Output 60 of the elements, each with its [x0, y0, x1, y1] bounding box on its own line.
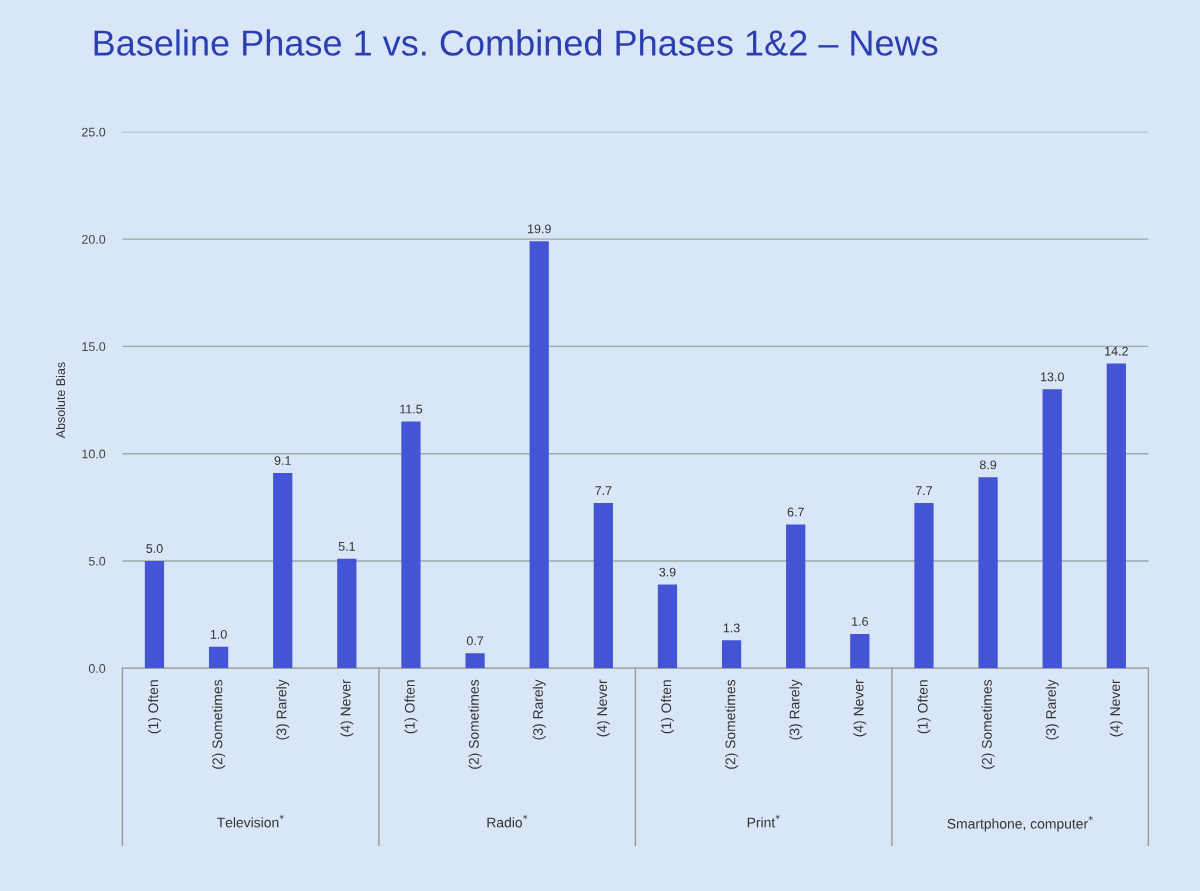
x-tick-label: (1) Often [917, 680, 931, 734]
y-tick-label: 15.0 [82, 342, 106, 352]
data-label: 14.2 [1105, 346, 1128, 356]
data-label: 9.1 [274, 456, 291, 465]
data-label: 5.1 [338, 542, 355, 551]
text: Smartphone, computer$^{*}$ [947, 816, 1093, 832]
x-tick-label: (3) Rarely [276, 679, 290, 740]
data-label: 0.7 [466, 636, 484, 646]
bar [337, 558, 357, 669]
x-tick-label: (3) Rarely [789, 679, 803, 740]
data-label: 3.9 [659, 567, 676, 577]
x-tick-label: (4) Never [596, 679, 610, 737]
x-tick-label: (2) Sometimes [468, 679, 482, 769]
x-tick-label: (2) Sometimes [212, 679, 226, 769]
data-label: 8.9 [979, 460, 997, 470]
chart-title: Baseline Phase 1 vs. Combined Phases 1&2 – News [94, 29, 938, 56]
y-tick-label: 10.0 [82, 449, 106, 459]
y-tick-label: 20.0 [82, 234, 106, 244]
data-label: 5.0 [146, 544, 163, 553]
bar [721, 640, 742, 669]
text: Radio$^{*}$ [487, 814, 528, 828]
text: Television$^{*}$ [217, 814, 284, 828]
bar [208, 646, 229, 669]
data-label: 6.7 [787, 507, 804, 517]
data-label: 1.6 [852, 617, 868, 626]
data-label: 13.0 [1041, 372, 1064, 382]
text: Print$^{*}$ [747, 814, 780, 828]
bar [529, 241, 549, 669]
bar [786, 524, 806, 669]
x-tick-label: (3) Rarely [1045, 679, 1059, 740]
bar [1042, 389, 1062, 669]
data-label: 7.7 [595, 486, 612, 495]
y-tick-label: 5.0 [88, 556, 106, 566]
bar [914, 503, 934, 669]
bar [1106, 363, 1126, 669]
x-tick-label: (4) Never [340, 679, 354, 737]
bar [401, 421, 421, 669]
x-tick-label: (3) Rarely [532, 679, 546, 740]
x-tick-label: (2) Sometimes [981, 679, 995, 769]
bar [657, 584, 678, 669]
data-label: 11.5 [400, 404, 423, 414]
x-tick-label: (4) Never [853, 679, 867, 737]
y-tick-label: 0.0 [88, 664, 106, 673]
x-tick-label: (2) Sometimes [725, 679, 739, 769]
x-tick-label: (4) Never [1109, 679, 1123, 737]
bar [978, 477, 998, 669]
bar [465, 653, 485, 669]
data-label: 19.9 [528, 224, 551, 234]
x-tick-label: (1) Often [147, 680, 161, 734]
bar [144, 560, 165, 669]
bar [850, 633, 870, 669]
y-axis-title: Absolute Bias [55, 362, 66, 439]
y-tick-label: 25.0 [82, 127, 106, 137]
bar [593, 503, 613, 669]
bar [273, 473, 293, 669]
data-label: 1.3 [723, 623, 740, 633]
x-tick-label: (1) Often [404, 680, 418, 734]
data-label: 7.7 [915, 486, 933, 495]
data-label: 1.0 [210, 629, 227, 639]
x-tick-label: (1) Often [660, 680, 674, 734]
